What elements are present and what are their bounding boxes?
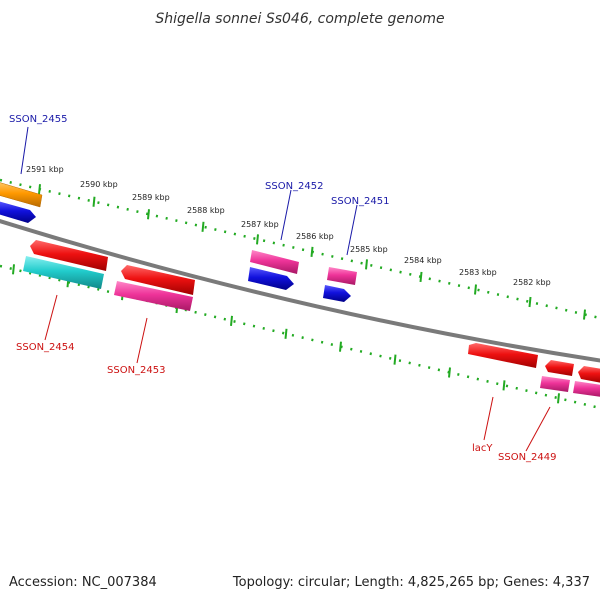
gene-cyan-feature[interactable] <box>23 256 104 289</box>
gene-orange-feature[interactable] <box>0 182 43 208</box>
tick-label: 2585 kbp <box>350 245 388 254</box>
scale-tick <box>474 284 477 295</box>
leader-line <box>525 406 551 452</box>
scale-tick <box>448 367 451 378</box>
scale-tick <box>502 380 506 391</box>
gene-blue-feature[interactable] <box>0 201 36 223</box>
leader-line <box>44 294 58 341</box>
genome-summary-text: Topology: circular; Length: 4,825,265 bp… <box>232 575 590 590</box>
gene-blue-feature[interactable] <box>323 285 351 302</box>
leader-line <box>136 317 148 364</box>
gene-pink-feature[interactable] <box>250 250 299 274</box>
scale-tick <box>92 196 96 207</box>
gene-label-sson-2455[interactable]: SSON_2455 <box>9 114 68 125</box>
gene-blue-feature[interactable] <box>248 267 294 290</box>
map-title: Shigella sonnei Ss046, complete genome <box>155 11 444 27</box>
accession-text: Accession: NC_007384 <box>9 575 157 590</box>
scale-tick <box>528 296 532 308</box>
tick-label: 2590 kbp <box>80 180 118 189</box>
genome-backbone <box>0 219 600 363</box>
gene-red-feature[interactable] <box>578 366 600 383</box>
scale-tick <box>147 209 150 220</box>
tick-label: 2586 kbp <box>296 232 334 241</box>
scale-tick <box>339 341 342 352</box>
scale-tick <box>201 221 205 232</box>
scale-tick <box>38 184 41 195</box>
tick-label: 2583 kbp <box>459 268 497 277</box>
scale-tick <box>393 354 397 365</box>
gene-red-feature[interactable] <box>121 265 195 295</box>
scale-tick <box>419 271 423 283</box>
scale-tick <box>557 393 560 404</box>
gene-label-lacy[interactable]: lacY <box>472 443 493 454</box>
leader-line <box>346 204 358 256</box>
scale-tick <box>365 259 368 270</box>
tick-label: 2587 kbp <box>241 220 279 229</box>
gene-red-feature[interactable] <box>468 343 538 368</box>
gene-pink-feature[interactable] <box>540 376 570 392</box>
leader-line <box>280 189 292 241</box>
gene-label-sson-2449[interactable]: SSON_2449 <box>498 452 557 463</box>
tick-label: 2582 kbp <box>513 278 551 287</box>
gene-pink-feature[interactable] <box>573 381 600 397</box>
gene-red-feature[interactable] <box>545 360 574 376</box>
scale-tick <box>284 328 288 339</box>
scale-tick <box>256 234 259 245</box>
scale-tick <box>583 309 586 320</box>
scale-tick <box>310 246 314 257</box>
tick-label: 2589 kbp <box>132 193 170 202</box>
leader-line <box>20 126 29 175</box>
tick-label: 2591 kbp <box>26 165 64 174</box>
gene-label-sson-2451[interactable]: SSON_2451 <box>331 196 390 207</box>
tick-label: 2588 kbp <box>187 206 225 215</box>
leader-line <box>483 396 494 441</box>
gene-label-sson-2454[interactable]: SSON_2454 <box>16 342 75 353</box>
tick-label: 2584 kbp <box>404 256 442 265</box>
gene-label-sson-2453[interactable]: SSON_2453 <box>107 365 166 376</box>
scale-tick <box>230 315 233 327</box>
gene-red-feature[interactable] <box>30 240 108 271</box>
outer-tick-marks <box>38 184 586 320</box>
gene-pink-feature[interactable] <box>327 267 357 285</box>
inner-scale-track <box>0 264 600 410</box>
gene-label-sson-2452[interactable]: SSON_2452 <box>265 181 324 192</box>
scale-tick <box>12 264 15 275</box>
gene-pink-feature[interactable] <box>114 281 193 311</box>
